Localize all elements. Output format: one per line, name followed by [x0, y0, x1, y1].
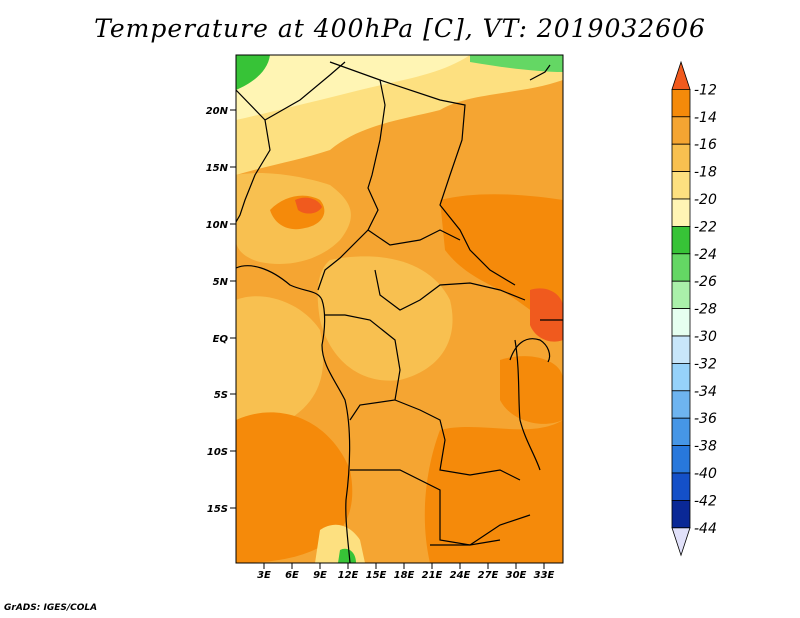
lon-tick-label: 21E — [422, 570, 443, 581]
lat-tick-label: 10S — [207, 447, 228, 458]
field-warm-lakes — [500, 356, 563, 424]
colorbar-label: -36 — [694, 411, 717, 427]
field-hot-nigeria — [295, 197, 322, 214]
lon-tick-label: 30E — [506, 570, 527, 581]
lon-tick-label: 33E — [534, 570, 555, 581]
border-zambia-zimbabwe — [430, 539, 501, 546]
lon-tick-label: 27E — [478, 570, 499, 581]
colorbar-bin — [671, 335, 691, 364]
lon-axis: 3E 6E 9E 12E 15E 18E 21E 24E 27E 30E 33E — [257, 563, 555, 581]
border-nile — [529, 64, 551, 81]
lat-tick-label: 10N — [206, 220, 229, 231]
colorbar-bin — [671, 280, 691, 310]
lon-tick-label: 24E — [450, 570, 471, 581]
lat-tick-label: 20N — [206, 106, 229, 117]
colorbar-label: -44 — [694, 521, 717, 537]
border-car-south — [374, 269, 526, 311]
colorbar-bin — [671, 89, 691, 118]
colorbar-label: -20 — [694, 192, 717, 208]
lon-tick-label: 18E — [394, 570, 415, 581]
border-algeria-niger — [264, 61, 346, 121]
field-patch-green-ne — [470, 55, 563, 72]
colorbar-label: -30 — [694, 329, 717, 345]
lon-tick-label: 12E — [338, 570, 359, 581]
lon-tick-label: 15E — [366, 570, 387, 581]
colorbar-label: -32 — [694, 356, 717, 372]
colorbar-label: -22 — [694, 219, 717, 235]
colorbar-label: -38 — [694, 439, 717, 455]
colorbar-label: -12 — [694, 82, 717, 98]
field-patch-green-south — [338, 548, 356, 563]
border-drc-angola — [394, 399, 521, 481]
border-lakes — [514, 339, 541, 471]
lat-tick-label: EQ — [213, 334, 229, 345]
border-niger-chad — [317, 61, 386, 291]
border-chad-sudan — [379, 79, 516, 286]
colorbar-bin — [671, 143, 691, 172]
colorbar-bin — [671, 116, 691, 145]
field-hot-victoria — [530, 288, 563, 342]
colorbar-bin — [671, 198, 691, 227]
map-frame — [235, 54, 564, 564]
colorbar-bin — [671, 60, 691, 90]
lat-tick-label: 15N — [206, 163, 229, 174]
colorbar-bin — [671, 499, 691, 529]
colorbar-label: -18 — [694, 165, 717, 181]
colorbar: -12 -14 -16 -18 -20 -22 -24 -26 -28 -30 -32 -34 -36 -… — [671, 60, 717, 557]
coastline-gulf — [236, 265, 351, 563]
lat-tick-label: 5N — [213, 277, 229, 288]
colorbar-bin — [671, 390, 691, 419]
field-warm-southwest — [236, 412, 353, 563]
colorbar-label: -42 — [694, 493, 717, 509]
lon-tick-label: 3E — [257, 570, 271, 581]
lon-tick-label: 6E — [285, 570, 299, 581]
colorbar-bin — [671, 308, 691, 337]
colorbar-bin — [671, 417, 691, 447]
lat-tick-label: 15S — [207, 504, 228, 515]
chart-title: Temperature at 400hPa [C], VT: 201903260… — [94, 14, 706, 43]
colorbar-bin — [671, 472, 691, 501]
lat-tick-label: 5S — [214, 390, 228, 401]
field-patch-atlantic — [236, 296, 324, 440]
credit-label: GrADS: IGES/COLA — [4, 603, 98, 613]
colorbar-bin — [671, 362, 691, 392]
colorbar-label: -14 — [694, 110, 717, 126]
border-congo-drc — [324, 314, 401, 421]
field-warm-southeast — [424, 420, 563, 563]
field-patch-congo — [317, 256, 453, 381]
field-patch-green-nw — [236, 55, 270, 90]
colorbar-bin — [671, 527, 691, 557]
colorbar-label: -28 — [694, 302, 717, 318]
colorbar-bin — [671, 253, 691, 282]
border-car-north — [367, 229, 461, 246]
coastline-victoria — [509, 338, 551, 363]
colorbar-label: -26 — [694, 274, 717, 290]
colorbar-label: -40 — [694, 466, 717, 482]
lon-tick-label: 9E — [313, 570, 327, 581]
borders — [236, 61, 563, 563]
border-angola-zambia — [350, 469, 531, 546]
colorbar-label: -34 — [694, 384, 717, 400]
lat-axis: 20N 15N 10N 5N EQ 5S 10S 15S — [206, 106, 236, 515]
colorbar-label: -16 — [694, 137, 717, 153]
colorbar-bin — [671, 171, 691, 200]
colorbar-label: -24 — [694, 247, 717, 263]
colorbar-bin — [671, 445, 691, 474]
colorbar-bin — [671, 225, 691, 255]
